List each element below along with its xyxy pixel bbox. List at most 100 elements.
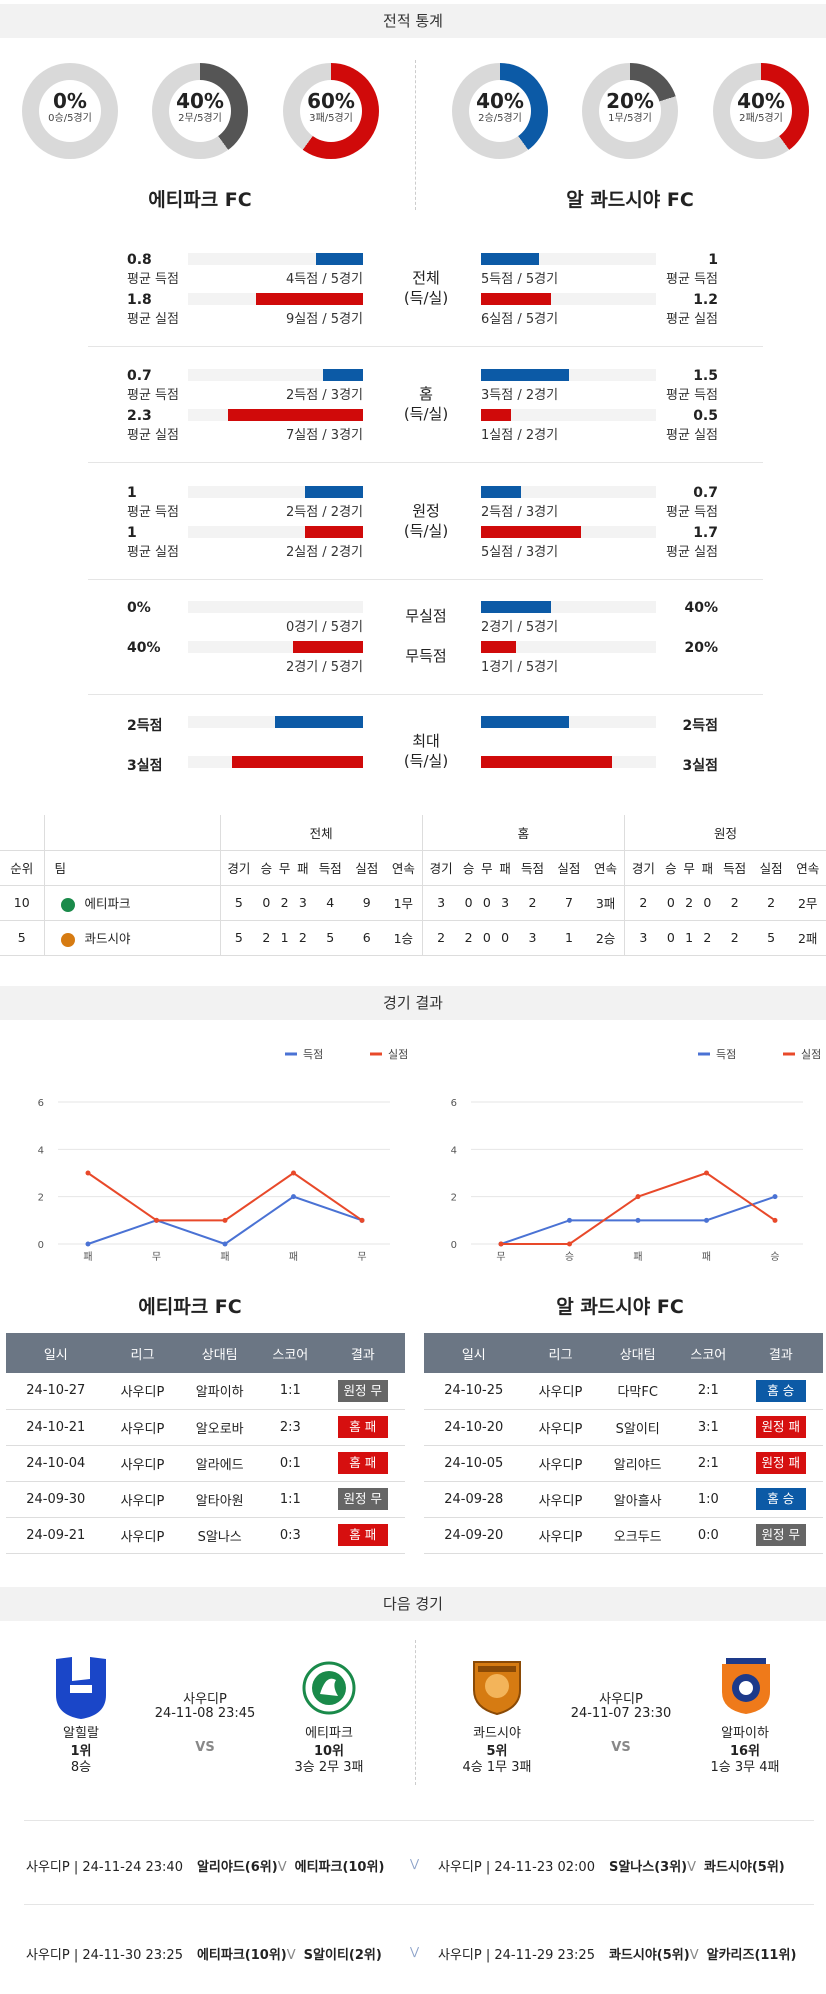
- x-tick-label: 패: [220, 1251, 229, 1263]
- rank-header: 순위: [0, 850, 45, 886]
- result-badge: 홈 승: [755, 1379, 806, 1402]
- left-bar: [323, 369, 363, 381]
- future-team1: 에티파크(10위): [196, 1948, 287, 1963]
- col-header-total-0: 경기: [220, 850, 258, 886]
- category-label-4: 최대 (득/실): [403, 732, 449, 770]
- result-opponent: 알파이하: [179, 1373, 261, 1410]
- team-name: 에티파크: [84, 896, 131, 911]
- right-bar: [481, 253, 539, 265]
- results-header-row: 일시 리그 상대팀 스코어 결과: [424, 1333, 823, 1373]
- col-header-total-4: 득점: [312, 850, 349, 886]
- col-header-away-1: 승: [661, 850, 680, 886]
- total-stat: 5: [220, 885, 258, 921]
- donut-hole: 40% 2패/5경기: [730, 80, 792, 142]
- future-separator: [24, 1820, 814, 1821]
- result-row: 24-09-20 사우디P 오크두드 0:0 원정 무: [424, 1517, 823, 1554]
- right-bar: [481, 526, 581, 538]
- right-bar-track: [481, 486, 656, 498]
- col-header-away-0: 경기: [624, 850, 662, 886]
- data-point: [635, 1217, 641, 1223]
- next-section-title: 다음 경기: [0, 1587, 826, 1621]
- result-date: 24-09-30: [6, 1481, 106, 1518]
- left-bar: [256, 293, 363, 305]
- result-date: 24-10-25: [424, 1373, 524, 1410]
- right-detail: 2득점 / 3경기: [481, 505, 559, 520]
- team-logo-icon: [60, 897, 75, 912]
- result-cell: 홈 패: [320, 1445, 405, 1482]
- right-value: 0.7: [693, 485, 718, 501]
- result-score: 1:1: [260, 1481, 321, 1518]
- result-badge: 원정 패: [755, 1452, 806, 1474]
- results-header: 스코어: [260, 1333, 321, 1373]
- right-detail: 2경기 / 5경기: [481, 620, 559, 635]
- result-cell: 원정 무: [320, 1373, 405, 1410]
- results-header: 상대팀: [179, 1333, 261, 1373]
- left-bar: [275, 716, 363, 728]
- right-label: 평균 득점: [666, 505, 718, 520]
- next-left-datetime: 24-11-08 23:45: [154, 1706, 256, 1721]
- left-bar: [316, 253, 363, 265]
- col-header-total-3: 패: [293, 850, 313, 886]
- future-team2: 에티파크(10위): [294, 1860, 385, 1875]
- result-score: 1:1: [260, 1373, 321, 1410]
- right-bar-track: [481, 641, 656, 653]
- comparison-separator: [88, 579, 763, 580]
- right-value: 1.7: [693, 525, 718, 541]
- donut-hole: 40% 2무/5경기: [169, 80, 231, 142]
- away-stat: 0: [661, 920, 680, 956]
- home-stat: 2: [459, 920, 478, 956]
- result-score: 0:0: [678, 1517, 739, 1554]
- stats-divider: [415, 60, 416, 210]
- right-label: 평균 득점: [666, 272, 718, 287]
- result-badge: 홈 승: [755, 1488, 806, 1510]
- result-league: 사우디P: [105, 1481, 180, 1518]
- total-stat: 1승: [384, 920, 423, 956]
- legend-label: 득점: [303, 1048, 323, 1061]
- team-name: 콰드시야: [84, 931, 131, 946]
- away-stat: 2: [752, 885, 790, 921]
- total-stat: 6: [348, 920, 385, 956]
- result-cell: 홈 승: [738, 1373, 823, 1410]
- future-vs: V: [689, 1948, 699, 1963]
- right-label: 평균 득점: [666, 388, 718, 403]
- next-left-home-name: 알힐랄: [63, 1726, 99, 1741]
- left-bar: [305, 526, 363, 538]
- result-score: 2:1: [678, 1373, 739, 1410]
- result-badge: 홈 패: [337, 1452, 388, 1474]
- total-stat: 3: [293, 885, 313, 921]
- col-header-home-6: 연속: [587, 850, 625, 886]
- result-score: 3:1: [678, 1409, 739, 1446]
- donut-percent: 0%: [53, 89, 87, 113]
- qadsiah-logo-icon: [473, 1661, 521, 1716]
- result-league: 사우디P: [523, 1481, 598, 1518]
- home-stat: 3패: [587, 885, 625, 921]
- result-opponent: 알아흘사: [597, 1481, 679, 1518]
- y-tick-label: 0: [451, 1240, 457, 1251]
- result-opponent: 알타아원: [179, 1481, 261, 1518]
- future-team1: S알나스(3위): [608, 1860, 688, 1875]
- donut-percent: 40%: [476, 89, 524, 113]
- alhilal-logo-icon: [56, 1657, 106, 1719]
- data-point: [291, 1170, 296, 1176]
- right-detail: 1경기 / 5경기: [481, 660, 559, 675]
- col-header-home-3: 패: [495, 850, 515, 886]
- x-tick-label: 패: [289, 1251, 298, 1263]
- left-label: 평균 실점: [127, 312, 179, 327]
- left-label: 평균 실점: [127, 428, 179, 443]
- left-bar-track: [188, 601, 363, 613]
- col-header-away-6: 연속: [789, 850, 826, 886]
- group-home: 홈: [422, 815, 625, 851]
- home-stat: 0: [477, 885, 496, 921]
- result-date: 24-10-04: [6, 1445, 106, 1482]
- chevron-down-icon: ⋁: [410, 1945, 420, 1958]
- donut-left-0: 0% 0승/5경기: [22, 63, 118, 159]
- result-league: 사우디P: [523, 1409, 598, 1446]
- future-separator: [24, 1904, 814, 1905]
- left-value: 1: [127, 485, 137, 501]
- col-header-home-0: 경기: [422, 850, 460, 886]
- x-tick-label: 무: [152, 1252, 161, 1263]
- col-header-total-1: 승: [257, 850, 276, 886]
- data-point: [154, 1217, 159, 1223]
- data-point: [359, 1217, 365, 1223]
- home-stat: 0: [495, 920, 515, 956]
